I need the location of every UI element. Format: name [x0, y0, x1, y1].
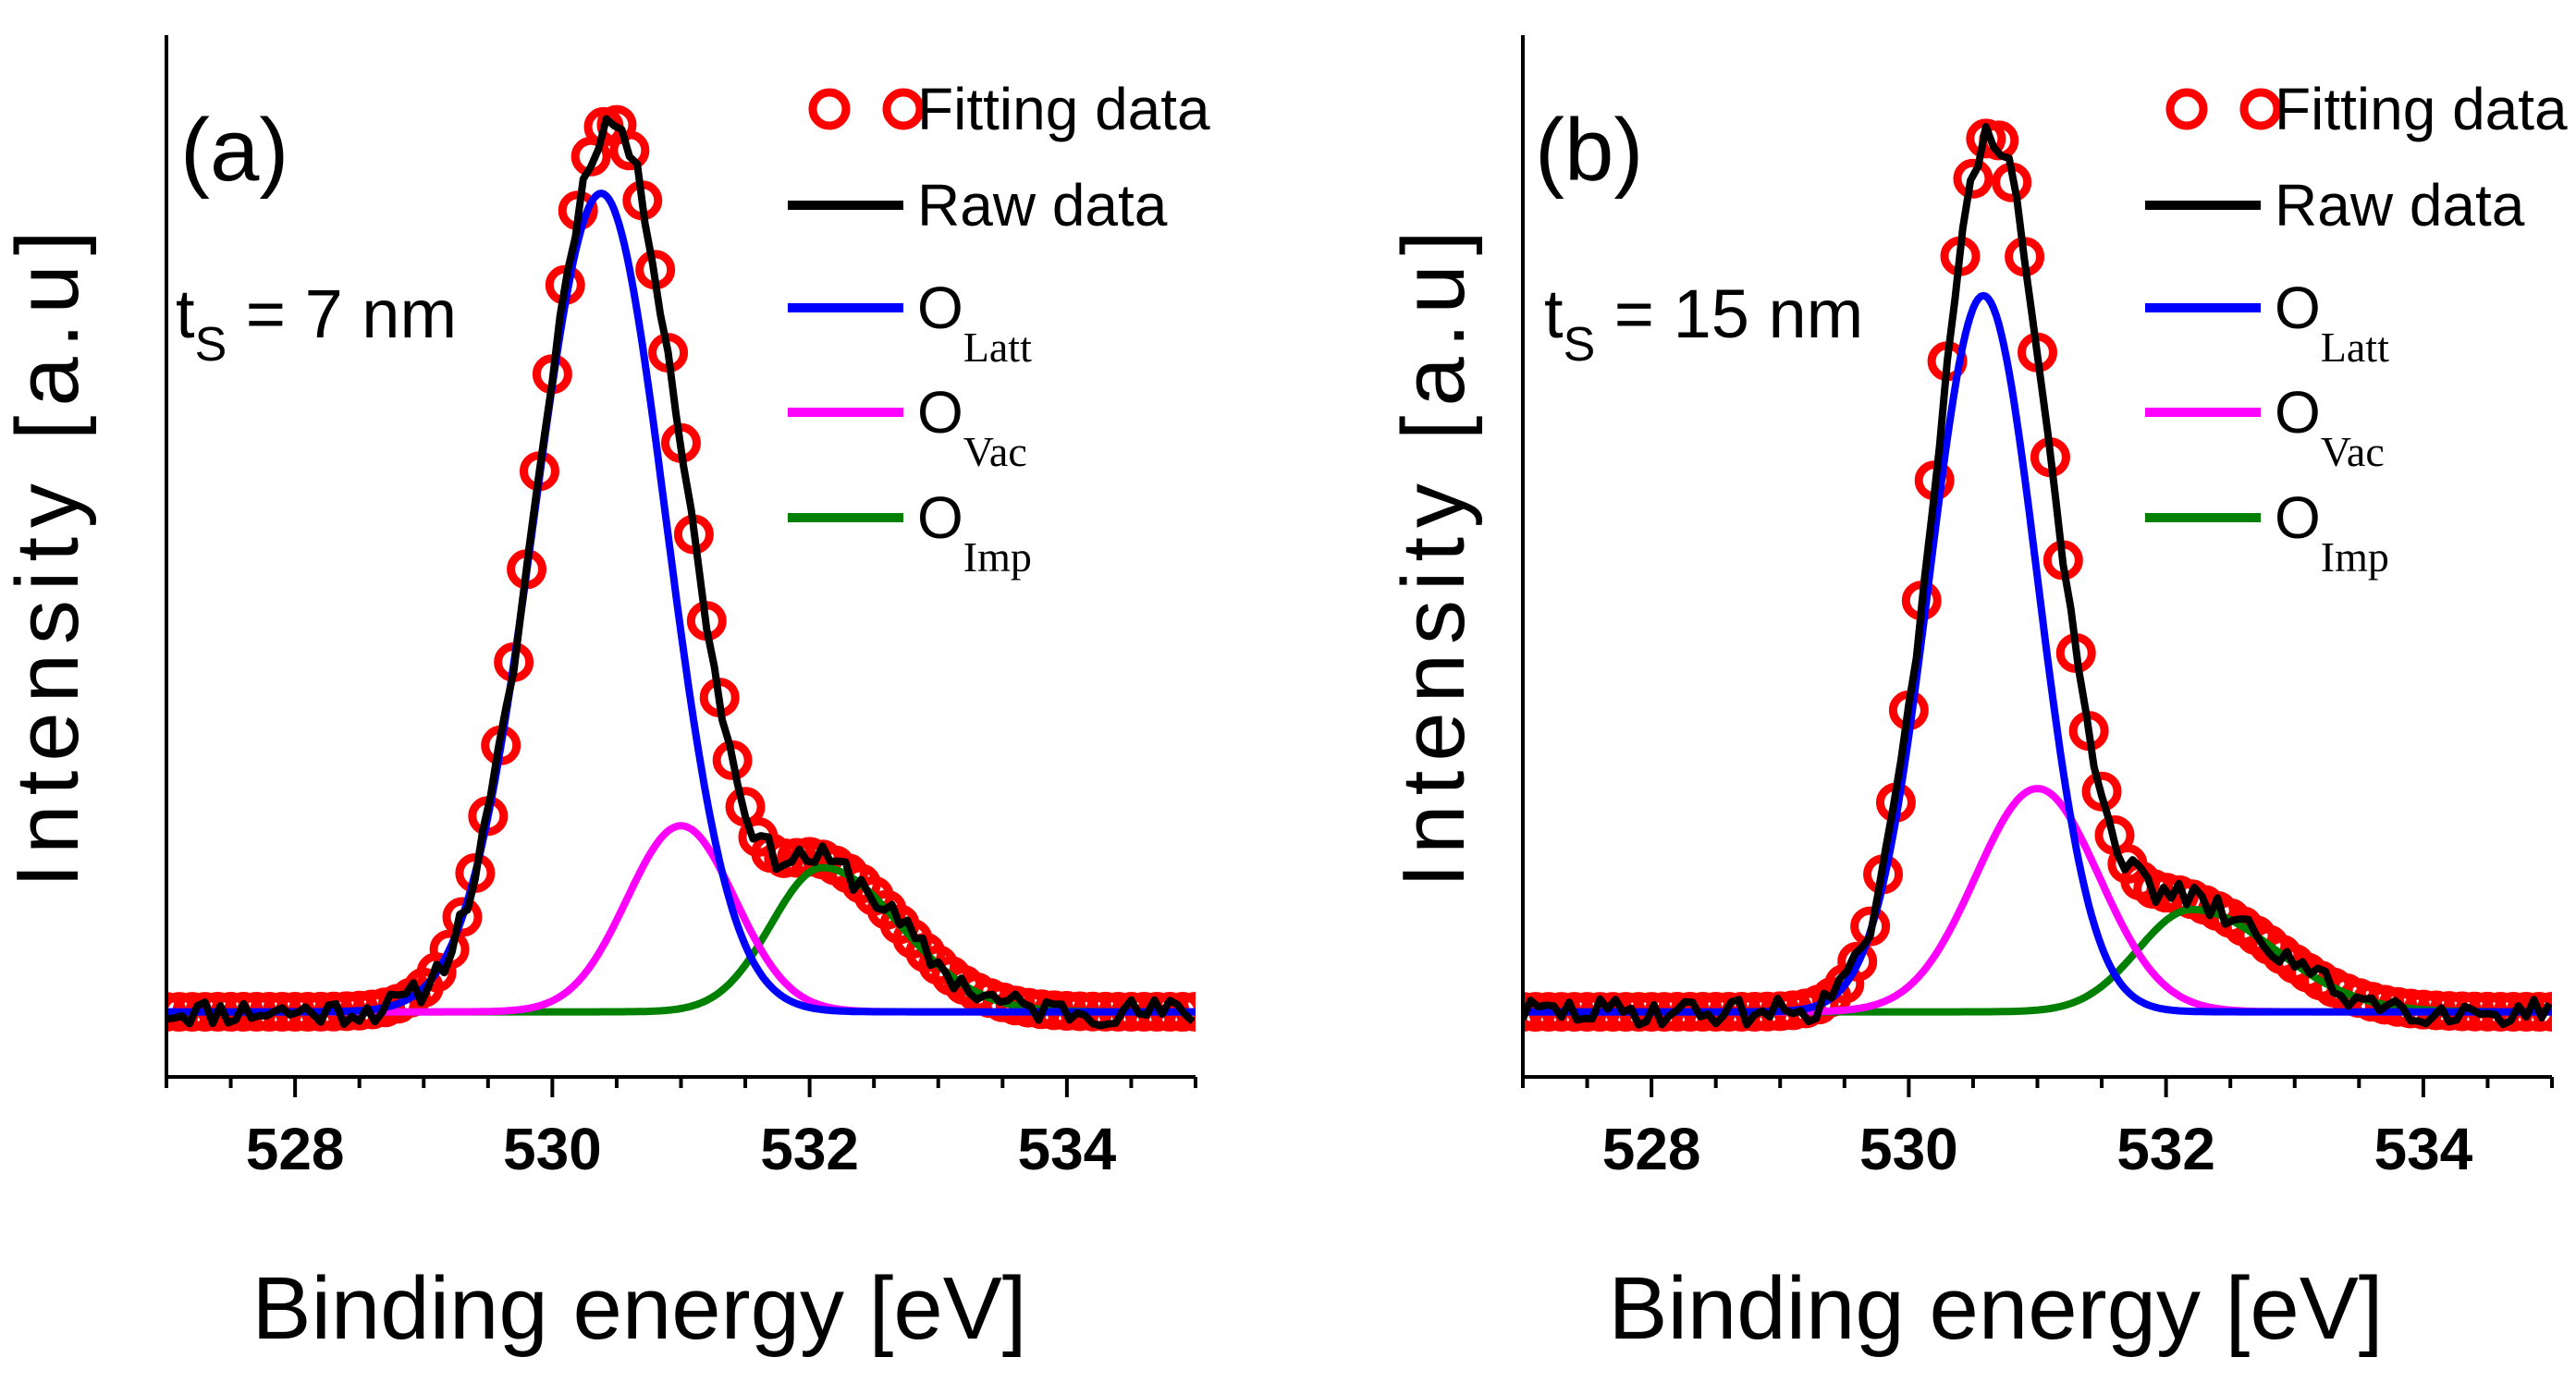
legend-label: OVac — [917, 379, 1027, 475]
x-tick-label: 534 — [1017, 1116, 1116, 1182]
legend-marker-circle — [2239, 88, 2282, 130]
x-tick-label: 528 — [1602, 1116, 1701, 1182]
legend-item: Raw data — [788, 172, 1168, 238]
legend-item: OImp — [2145, 484, 2389, 581]
legend-item: Raw data — [2145, 172, 2525, 238]
legend-label: OImp — [2275, 484, 2389, 581]
thickness-annotation: tS = 15 nm — [1544, 275, 1863, 372]
fitting-data-point — [442, 897, 483, 937]
x-tick-label: 532 — [2116, 1116, 2215, 1182]
fitting-data-point — [609, 130, 650, 171]
thickness-annotation: tS = 7 nm — [176, 275, 457, 372]
legend-label: Fitting data — [2275, 76, 2568, 142]
plot-area — [1523, 118, 2552, 1033]
panel-label: (a) — [180, 101, 288, 200]
o-latt-curve — [1523, 291, 2552, 1016]
legend-label: OVac — [2275, 379, 2385, 475]
legend-label: OLatt — [2275, 275, 2389, 371]
legend-item: OVac — [2145, 379, 2385, 475]
x-tick-label: 534 — [2374, 1116, 2472, 1182]
legend-item: Fitting data — [2165, 76, 2568, 142]
x-tick-label: 530 — [1859, 1116, 1958, 1182]
o-vac-curve — [1523, 785, 2552, 1016]
legend-label: Raw data — [2275, 172, 2525, 238]
x-tick-label: 532 — [760, 1116, 859, 1182]
legend-label: Fitting data — [917, 76, 1210, 142]
x-tick-label: 530 — [503, 1116, 602, 1182]
chart-panel-b: 528 530 532 534 Binding energy [eV] Intensity… — [1384, 35, 2568, 1358]
x-tick-label: 528 — [246, 1116, 345, 1182]
plot-area — [166, 104, 1196, 1033]
legend-marker-circle — [2165, 88, 2208, 130]
raw-data-line — [166, 115, 1196, 1030]
legend-item: OVac — [788, 379, 1027, 475]
fitting-data-point — [764, 838, 804, 878]
fitting-data-point — [1953, 158, 1993, 199]
raw-data-line — [1523, 123, 2552, 1029]
legend-item: OLatt — [2145, 275, 2389, 371]
x-axis-title: Binding energy [eV] — [252, 1259, 1027, 1358]
y-axis-title: Intensity [a.u] — [1384, 222, 1483, 888]
legend-marker-circle — [882, 88, 925, 130]
x-axis-title: Binding energy [eV] — [1609, 1259, 2384, 1358]
panel-label: (b) — [1535, 101, 1643, 200]
legend-item: OLatt — [788, 275, 1032, 371]
legend-item: Fitting data — [808, 76, 1210, 142]
fitting-data-series — [166, 104, 1196, 1033]
legend-item: OImp — [788, 484, 1032, 581]
o-vac-curve — [166, 822, 1196, 1016]
chart-panel-a: 528 530 532 534 Binding energy [eV] Intensity… — [0, 35, 1210, 1358]
legend-label: OLatt — [917, 275, 1032, 371]
legend-marker-circle — [808, 88, 851, 130]
fitting-data-point — [1837, 941, 1878, 982]
legend-label: OImp — [917, 484, 1032, 581]
y-axis-title: Intensity [a.u] — [0, 222, 97, 888]
legend-label: Raw data — [917, 172, 1168, 238]
